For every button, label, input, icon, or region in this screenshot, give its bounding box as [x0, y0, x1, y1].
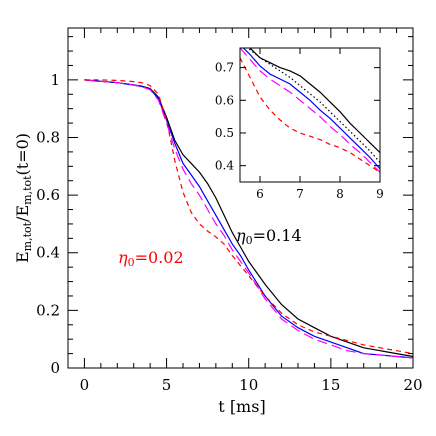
- main-y-tick-label-3: 0.6: [36, 186, 60, 204]
- main-x-tick-label-0: 0: [80, 376, 90, 394]
- main-y-tick-label-5: 1: [50, 71, 60, 89]
- inset-y-tick-label-3: 0.7: [215, 61, 234, 75]
- y-label-slash: /E: [13, 205, 32, 222]
- inset-tick-labels: 6 7 8 9 0.4 0.5 0.6 0.7: [215, 61, 384, 201]
- y-label-den-sub: m,tot: [21, 175, 34, 205]
- main-plot-frame: [67, 27, 414, 369]
- main-x-tick-label-2: 10: [239, 376, 258, 394]
- inset-series-group: [240, 48, 380, 173]
- inset-ticks: [240, 48, 381, 182]
- annotation-eta-0-02: η0=0.02: [118, 248, 184, 269]
- annotation-eta-0-14: η0=0.14: [236, 226, 302, 247]
- inset-series-line-2: [242, 48, 380, 170]
- main-series-line-3: [84, 79, 413, 355]
- inset-series-line-3: [240, 48, 380, 173]
- y-label-num-sub: m,tot: [21, 221, 34, 251]
- inset-y-tick-label-0: 0.4: [215, 159, 234, 173]
- main-x-tick-label-3: 15: [321, 376, 340, 394]
- inset-x-tick-label-0: 6: [256, 187, 264, 201]
- inset-x-tick-label-1: 7: [296, 187, 304, 201]
- main-plot: 0 5 10 15 20 0 0.2 0.4 0.6 0.8 1: [36, 27, 423, 394]
- main-y-tick-label-2: 0.4: [36, 244, 60, 262]
- main-y-tick-label-0: 0: [50, 359, 60, 377]
- x-axis-label: t [ms]: [218, 397, 265, 416]
- main-ticks: [67, 28, 414, 369]
- inset-plot: 6 7 8 9 0.4 0.5 0.6 0.7: [215, 47, 384, 201]
- inset-x-tick-label-2: 8: [336, 187, 344, 201]
- main-x-tick-label-4: 20: [403, 376, 422, 394]
- main-series-group: [84, 79, 413, 359]
- svg-text:Em,tot/Em,tot(t=0): Em,tot/Em,tot(t=0): [13, 133, 34, 263]
- inset-x-tick-label-3: 9: [376, 187, 384, 201]
- inset-background: [240, 48, 380, 182]
- inset-y-tick-label-1: 0.5: [215, 126, 234, 140]
- inset-y-tick-label-2: 0.6: [215, 93, 234, 107]
- y-axis-label: Em,tot/Em,tot(t=0): [13, 133, 34, 263]
- y-label-den-arg: (t=0): [13, 133, 32, 176]
- main-y-tick-label-4: 0.8: [36, 128, 60, 146]
- main-y-tick-label-1: 0.2: [36, 301, 60, 319]
- main-tick-labels: 0 5 10 15 20 0 0.2 0.4 0.6 0.8 1: [36, 71, 422, 394]
- y-label-num-E: E: [13, 251, 32, 263]
- inset-series-line-4: [240, 57, 380, 173]
- inset-plot-frame: [239, 47, 381, 183]
- main-series-line-2: [84, 79, 413, 359]
- main-x-tick-label-1: 5: [162, 376, 172, 394]
